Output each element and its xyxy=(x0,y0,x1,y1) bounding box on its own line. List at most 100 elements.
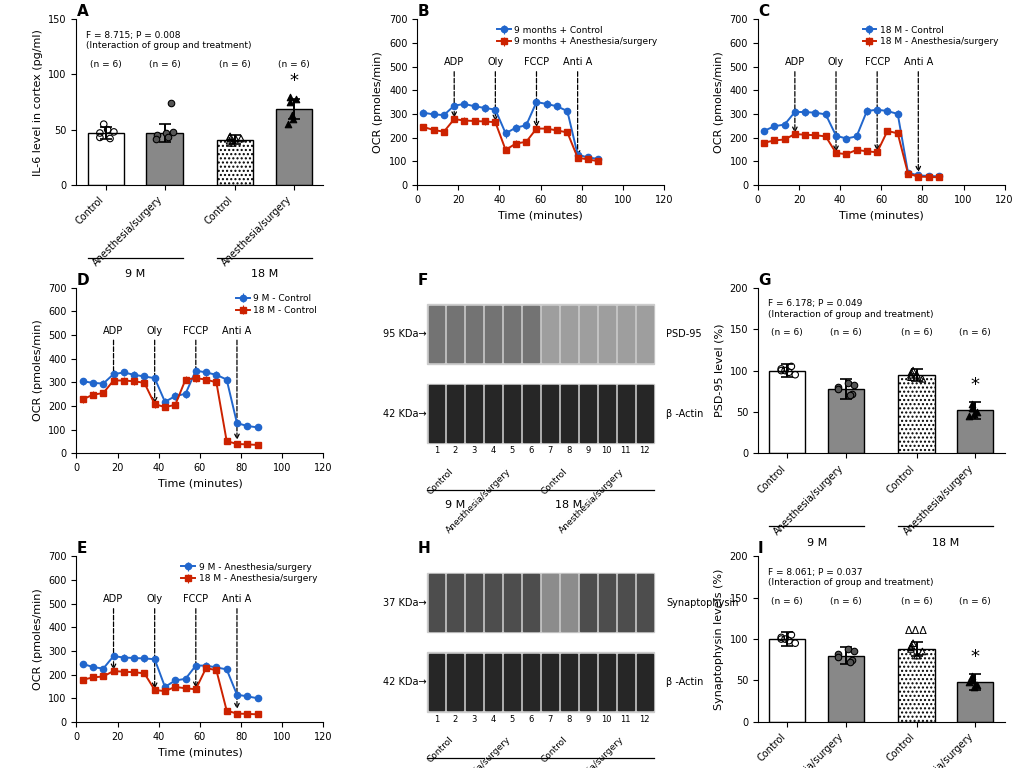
Bar xyxy=(466,654,482,710)
Text: 1: 1 xyxy=(433,446,439,455)
Point xyxy=(772,362,789,375)
Text: 9 M: 9 M xyxy=(445,500,465,510)
Text: Oly: Oly xyxy=(147,326,163,336)
Text: 18 M: 18 M xyxy=(251,270,278,280)
Bar xyxy=(636,306,652,362)
Text: 8: 8 xyxy=(566,446,571,455)
X-axis label: Time (minutes): Time (minutes) xyxy=(157,478,243,488)
Text: (n = 6): (n = 6) xyxy=(829,597,861,606)
Y-axis label: OCR (pmoles/min): OCR (pmoles/min) xyxy=(373,51,383,153)
Text: 9: 9 xyxy=(585,446,590,455)
Point xyxy=(963,398,979,410)
Text: 37 KDa→: 37 KDa→ xyxy=(382,598,426,607)
Bar xyxy=(428,386,444,442)
Legend: 18 M - Control, 18 M - Anesthesia/surgery: 18 M - Control, 18 M - Anesthesia/surger… xyxy=(860,24,1000,48)
Text: Control: Control xyxy=(426,467,455,496)
Text: PSD-95: PSD-95 xyxy=(665,329,701,339)
Bar xyxy=(466,306,482,362)
Text: (n = 6): (n = 6) xyxy=(900,597,931,606)
Text: (n = 6): (n = 6) xyxy=(219,60,251,69)
Point xyxy=(904,365,920,377)
Text: (n = 6): (n = 6) xyxy=(770,329,802,337)
Point xyxy=(902,643,918,655)
Point xyxy=(846,379,862,391)
Point xyxy=(283,109,300,121)
Text: Control: Control xyxy=(426,735,455,765)
Text: Anti A: Anti A xyxy=(222,594,252,604)
Text: ΔΔΔ: ΔΔΔ xyxy=(904,626,927,636)
Text: 1: 1 xyxy=(433,715,439,724)
Bar xyxy=(598,386,614,442)
Bar xyxy=(147,133,182,185)
Point xyxy=(227,132,244,144)
Text: Anesthesia/surgery: Anesthesia/surgery xyxy=(443,735,512,768)
Text: 9 M: 9 M xyxy=(806,538,826,548)
Text: FCCP: FCCP xyxy=(183,326,208,336)
Point xyxy=(284,112,301,124)
Text: 18 M: 18 M xyxy=(554,500,582,510)
Bar xyxy=(827,389,863,453)
Point xyxy=(902,641,918,654)
Point xyxy=(839,377,855,389)
Text: FCCP: FCCP xyxy=(524,57,548,67)
Text: D: D xyxy=(76,273,89,288)
Bar xyxy=(275,109,312,185)
Bar xyxy=(541,306,557,362)
Bar xyxy=(618,306,633,362)
Point xyxy=(965,681,981,694)
Point xyxy=(903,366,919,379)
Point xyxy=(829,648,846,660)
Point xyxy=(221,131,237,144)
Bar xyxy=(956,410,993,453)
Bar xyxy=(466,574,482,631)
Point xyxy=(96,118,112,131)
Text: 9: 9 xyxy=(585,715,590,724)
Point xyxy=(902,371,918,383)
Text: Anesthesia/surgery: Anesthesia/surgery xyxy=(557,467,625,535)
Bar xyxy=(598,574,614,631)
Point xyxy=(828,651,845,664)
Text: H: H xyxy=(417,541,429,556)
Text: 10: 10 xyxy=(601,715,611,724)
Bar xyxy=(485,306,500,362)
Text: 7: 7 xyxy=(547,446,552,455)
Point xyxy=(783,360,799,372)
Text: A: A xyxy=(76,4,89,19)
Text: FCCP: FCCP xyxy=(864,57,889,67)
Point xyxy=(964,402,980,414)
Bar xyxy=(560,654,577,710)
Point xyxy=(963,402,979,414)
Point xyxy=(783,629,799,641)
Text: (n = 6): (n = 6) xyxy=(959,329,990,337)
Bar xyxy=(956,682,993,722)
Text: Oly: Oly xyxy=(147,594,163,604)
Text: ADP: ADP xyxy=(784,57,804,67)
Point xyxy=(165,126,181,138)
Bar xyxy=(580,306,595,362)
Bar xyxy=(485,654,500,710)
Y-axis label: IL-6 level in cortex (pg/ml): IL-6 level in cortex (pg/ml) xyxy=(33,28,43,176)
Bar xyxy=(541,386,557,442)
Y-axis label: OCR (pmoles/min): OCR (pmoles/min) xyxy=(33,588,43,690)
Text: C: C xyxy=(757,4,768,19)
Point xyxy=(160,131,176,144)
Point xyxy=(844,388,860,400)
Text: 9 M: 9 M xyxy=(125,270,146,280)
Point xyxy=(223,137,239,149)
Point xyxy=(846,645,862,657)
Bar xyxy=(560,574,577,631)
Bar xyxy=(636,654,652,710)
Y-axis label: OCR (pmoles/min): OCR (pmoles/min) xyxy=(33,319,43,422)
Bar xyxy=(827,656,863,722)
Point xyxy=(772,631,789,644)
Point xyxy=(279,118,296,131)
Text: Anti A: Anti A xyxy=(903,57,932,67)
Point xyxy=(787,369,803,381)
Text: 8: 8 xyxy=(566,715,571,724)
Text: (n = 6): (n = 6) xyxy=(829,329,861,337)
Point xyxy=(903,640,919,652)
Point xyxy=(964,674,980,687)
Text: 12: 12 xyxy=(639,446,649,455)
Point xyxy=(222,130,238,143)
Point xyxy=(913,372,929,385)
